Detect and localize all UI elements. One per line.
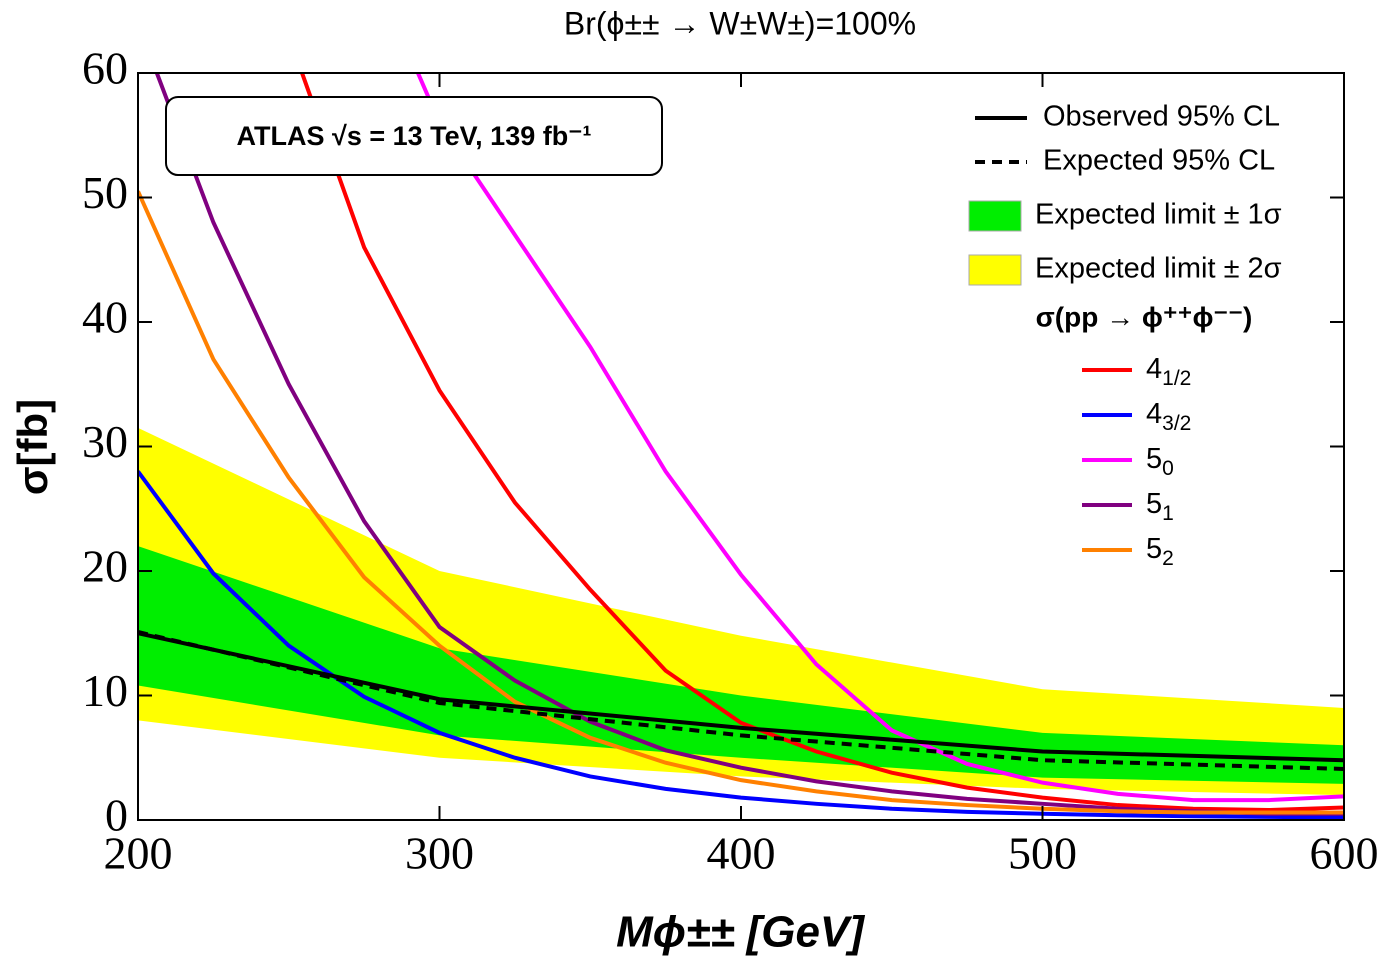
legend-subscript: 1/2 [1162, 367, 1191, 390]
legend-name: 5 [1146, 488, 1162, 520]
legend-name: 5 [1146, 533, 1162, 565]
y-axis-label: σ[fb] [9, 399, 56, 495]
legend-label: 51 [1146, 488, 1174, 525]
y-tick-label: 30 [82, 416, 128, 467]
y-tick-label: 60 [82, 43, 128, 94]
annotation: ATLAS √s = 13 TeV, 139 fb⁻¹ [237, 121, 592, 151]
x-tick-label: 300 [405, 828, 474, 879]
y-tick-label: 50 [82, 167, 128, 218]
legend-label: 43/2 [1146, 398, 1191, 435]
x-axis-label: Mϕ±± [GeV] [616, 908, 865, 957]
legend-subscript: 2 [1162, 547, 1174, 570]
band [138, 546, 1344, 784]
line [138, 631, 1344, 763]
legend-label: 41/2 [1146, 353, 1191, 390]
annotation-box [165, 96, 663, 176]
x-tick-label: 400 [707, 828, 776, 879]
legend-subscript: 3/2 [1162, 412, 1191, 435]
legend-header: σ(pp → ϕ⁺⁺ϕ⁻⁻) [1036, 301, 1253, 332]
legend-swatch [968, 254, 1022, 286]
legend-subscript: 1 [1162, 502, 1174, 525]
y-tick-label: 0 [105, 790, 128, 841]
x-tick-label: 200 [104, 828, 173, 879]
legend-label: Observed 95% CL [1043, 101, 1280, 133]
line [415, 73, 1344, 803]
legend-subscript: 0 [1162, 457, 1174, 480]
legend-name: 5 [1146, 443, 1162, 475]
y-tick-label: 20 [82, 541, 128, 592]
line [138, 190, 1344, 815]
legend-name: 4 [1146, 398, 1162, 430]
plot-area [138, 73, 1344, 820]
line [154, 73, 1344, 816]
legend-name: 4 [1146, 353, 1162, 385]
line [138, 630, 1344, 771]
y-tick-label: 10 [82, 665, 128, 716]
legend-label: Expected limit ± 1σ [1035, 199, 1282, 231]
legend-swatch [968, 200, 1022, 232]
x-tick-label: 500 [1008, 828, 1077, 879]
chart-title: Br(ϕ±± → W±W±)=100% [564, 5, 916, 41]
legend-label: 52 [1146, 533, 1174, 570]
legend-label: Expected limit ± 2σ [1035, 253, 1282, 285]
x-tick-label: 600 [1310, 828, 1379, 879]
y-tick-label: 40 [82, 292, 128, 343]
legend-label: Expected 95% CL [1043, 145, 1275, 177]
legend: Observed 95% CL Expected 95% CL Expected l… [968, 101, 1282, 570]
line [299, 73, 1344, 813]
legend-label: 50 [1146, 443, 1174, 480]
